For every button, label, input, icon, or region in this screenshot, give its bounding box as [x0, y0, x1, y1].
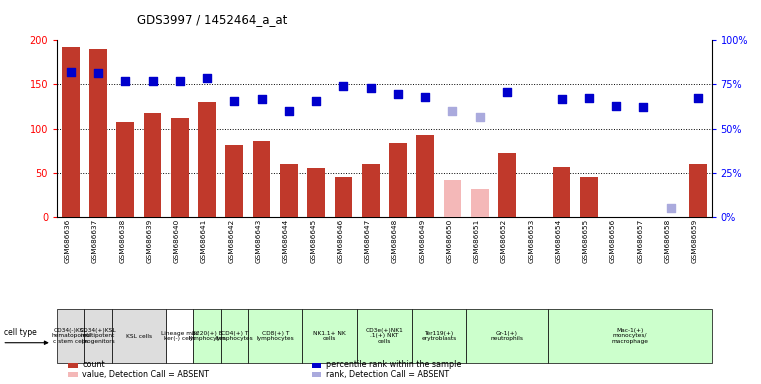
Point — [473, 114, 486, 120]
Point — [610, 103, 622, 109]
Text: GSM686650: GSM686650 — [447, 219, 453, 263]
Text: rank, Detection Call = ABSENT: rank, Detection Call = ABSENT — [326, 370, 449, 379]
Text: GSM686644: GSM686644 — [283, 219, 289, 263]
Point — [664, 205, 677, 211]
Text: Ter119(+)
erytroblasts: Ter119(+) erytroblasts — [422, 331, 457, 341]
Text: GSM686651: GSM686651 — [474, 219, 479, 263]
Point — [146, 78, 158, 84]
Text: value, Detection Call = ABSENT: value, Detection Call = ABSENT — [82, 370, 209, 379]
Text: count: count — [82, 360, 105, 369]
Bar — [498, 153, 516, 217]
Text: GSM686646: GSM686646 — [337, 219, 343, 263]
Text: Gr-1(+)
neutrophils: Gr-1(+) neutrophils — [491, 331, 524, 341]
Text: KSL cells: KSL cells — [126, 333, 152, 339]
Point — [692, 95, 704, 101]
Bar — [689, 164, 707, 217]
Point — [365, 85, 377, 91]
Text: GSM686643: GSM686643 — [256, 219, 262, 263]
Bar — [444, 180, 461, 217]
Point — [501, 88, 513, 94]
Text: GDS3997 / 1452464_a_at: GDS3997 / 1452464_a_at — [137, 13, 288, 26]
Text: GSM686641: GSM686641 — [201, 219, 207, 263]
Text: GSM686658: GSM686658 — [664, 219, 670, 263]
Text: GSM686638: GSM686638 — [119, 219, 126, 263]
Point — [119, 78, 132, 84]
Point — [92, 70, 104, 76]
Bar — [225, 144, 244, 217]
Point — [583, 95, 595, 101]
Text: GSM686653: GSM686653 — [528, 219, 534, 263]
Point — [174, 78, 186, 84]
Text: cell type: cell type — [4, 328, 37, 337]
Point — [392, 91, 404, 97]
Text: CD3e(+)NK1
.1(+) NKT
cells: CD3e(+)NK1 .1(+) NKT cells — [365, 328, 403, 344]
Point — [310, 98, 322, 104]
Text: GSM686659: GSM686659 — [692, 219, 698, 263]
Point — [283, 108, 295, 114]
Bar — [580, 177, 597, 217]
Point — [447, 108, 459, 114]
Text: CD34(-)KSL
hematopoieti
c stem cells: CD34(-)KSL hematopoieti c stem cells — [51, 328, 91, 344]
Bar — [280, 164, 298, 217]
Bar — [307, 169, 325, 217]
Text: GSM686647: GSM686647 — [365, 219, 371, 263]
Bar — [552, 167, 571, 217]
Text: NK1.1+ NK
cells: NK1.1+ NK cells — [314, 331, 346, 341]
Point — [556, 96, 568, 103]
Text: GSM686656: GSM686656 — [610, 219, 616, 263]
Point — [201, 75, 213, 81]
Point — [228, 98, 240, 104]
Text: GSM686640: GSM686640 — [174, 219, 180, 263]
Text: percentile rank within the sample: percentile rank within the sample — [326, 360, 461, 369]
Text: GSM686649: GSM686649 — [419, 219, 425, 263]
Text: CD34(+)KSL
multipotent
progenitors: CD34(+)KSL multipotent progenitors — [80, 328, 116, 344]
Text: GSM686652: GSM686652 — [501, 219, 507, 263]
Text: GSM686637: GSM686637 — [92, 219, 98, 263]
Bar — [335, 177, 352, 217]
Text: Mac-1(+)
monocytes/
macrophage: Mac-1(+) monocytes/ macrophage — [611, 328, 648, 344]
Text: CD4(+) T
lymphocytes: CD4(+) T lymphocytes — [215, 331, 253, 341]
Text: GSM686636: GSM686636 — [65, 219, 71, 263]
Point — [637, 104, 649, 111]
Text: GSM686654: GSM686654 — [556, 219, 562, 263]
Point — [419, 94, 431, 100]
Text: CD8(+) T
lymphocytes: CD8(+) T lymphocytes — [256, 331, 294, 341]
Text: GSM686655: GSM686655 — [583, 219, 589, 263]
Text: GSM686645: GSM686645 — [310, 219, 316, 263]
Text: GSM686648: GSM686648 — [392, 219, 398, 263]
Point — [256, 96, 268, 103]
Bar — [361, 164, 380, 217]
Bar — [198, 102, 216, 217]
Point — [65, 69, 77, 75]
Bar — [116, 122, 134, 217]
Bar — [62, 47, 80, 217]
Bar — [389, 143, 407, 217]
Bar — [253, 141, 270, 217]
Bar — [471, 189, 489, 217]
Text: GSM686639: GSM686639 — [147, 219, 152, 263]
Bar — [89, 49, 107, 217]
Point — [337, 83, 349, 89]
Text: Lineage mar
ker(-) cells: Lineage mar ker(-) cells — [161, 331, 199, 341]
Text: GSM686657: GSM686657 — [638, 219, 643, 263]
Bar — [144, 113, 161, 217]
Text: GSM686642: GSM686642 — [228, 219, 234, 263]
Bar — [171, 118, 189, 217]
Text: B220(+) B
lymphocytes: B220(+) B lymphocytes — [188, 331, 226, 341]
Bar — [416, 135, 434, 217]
